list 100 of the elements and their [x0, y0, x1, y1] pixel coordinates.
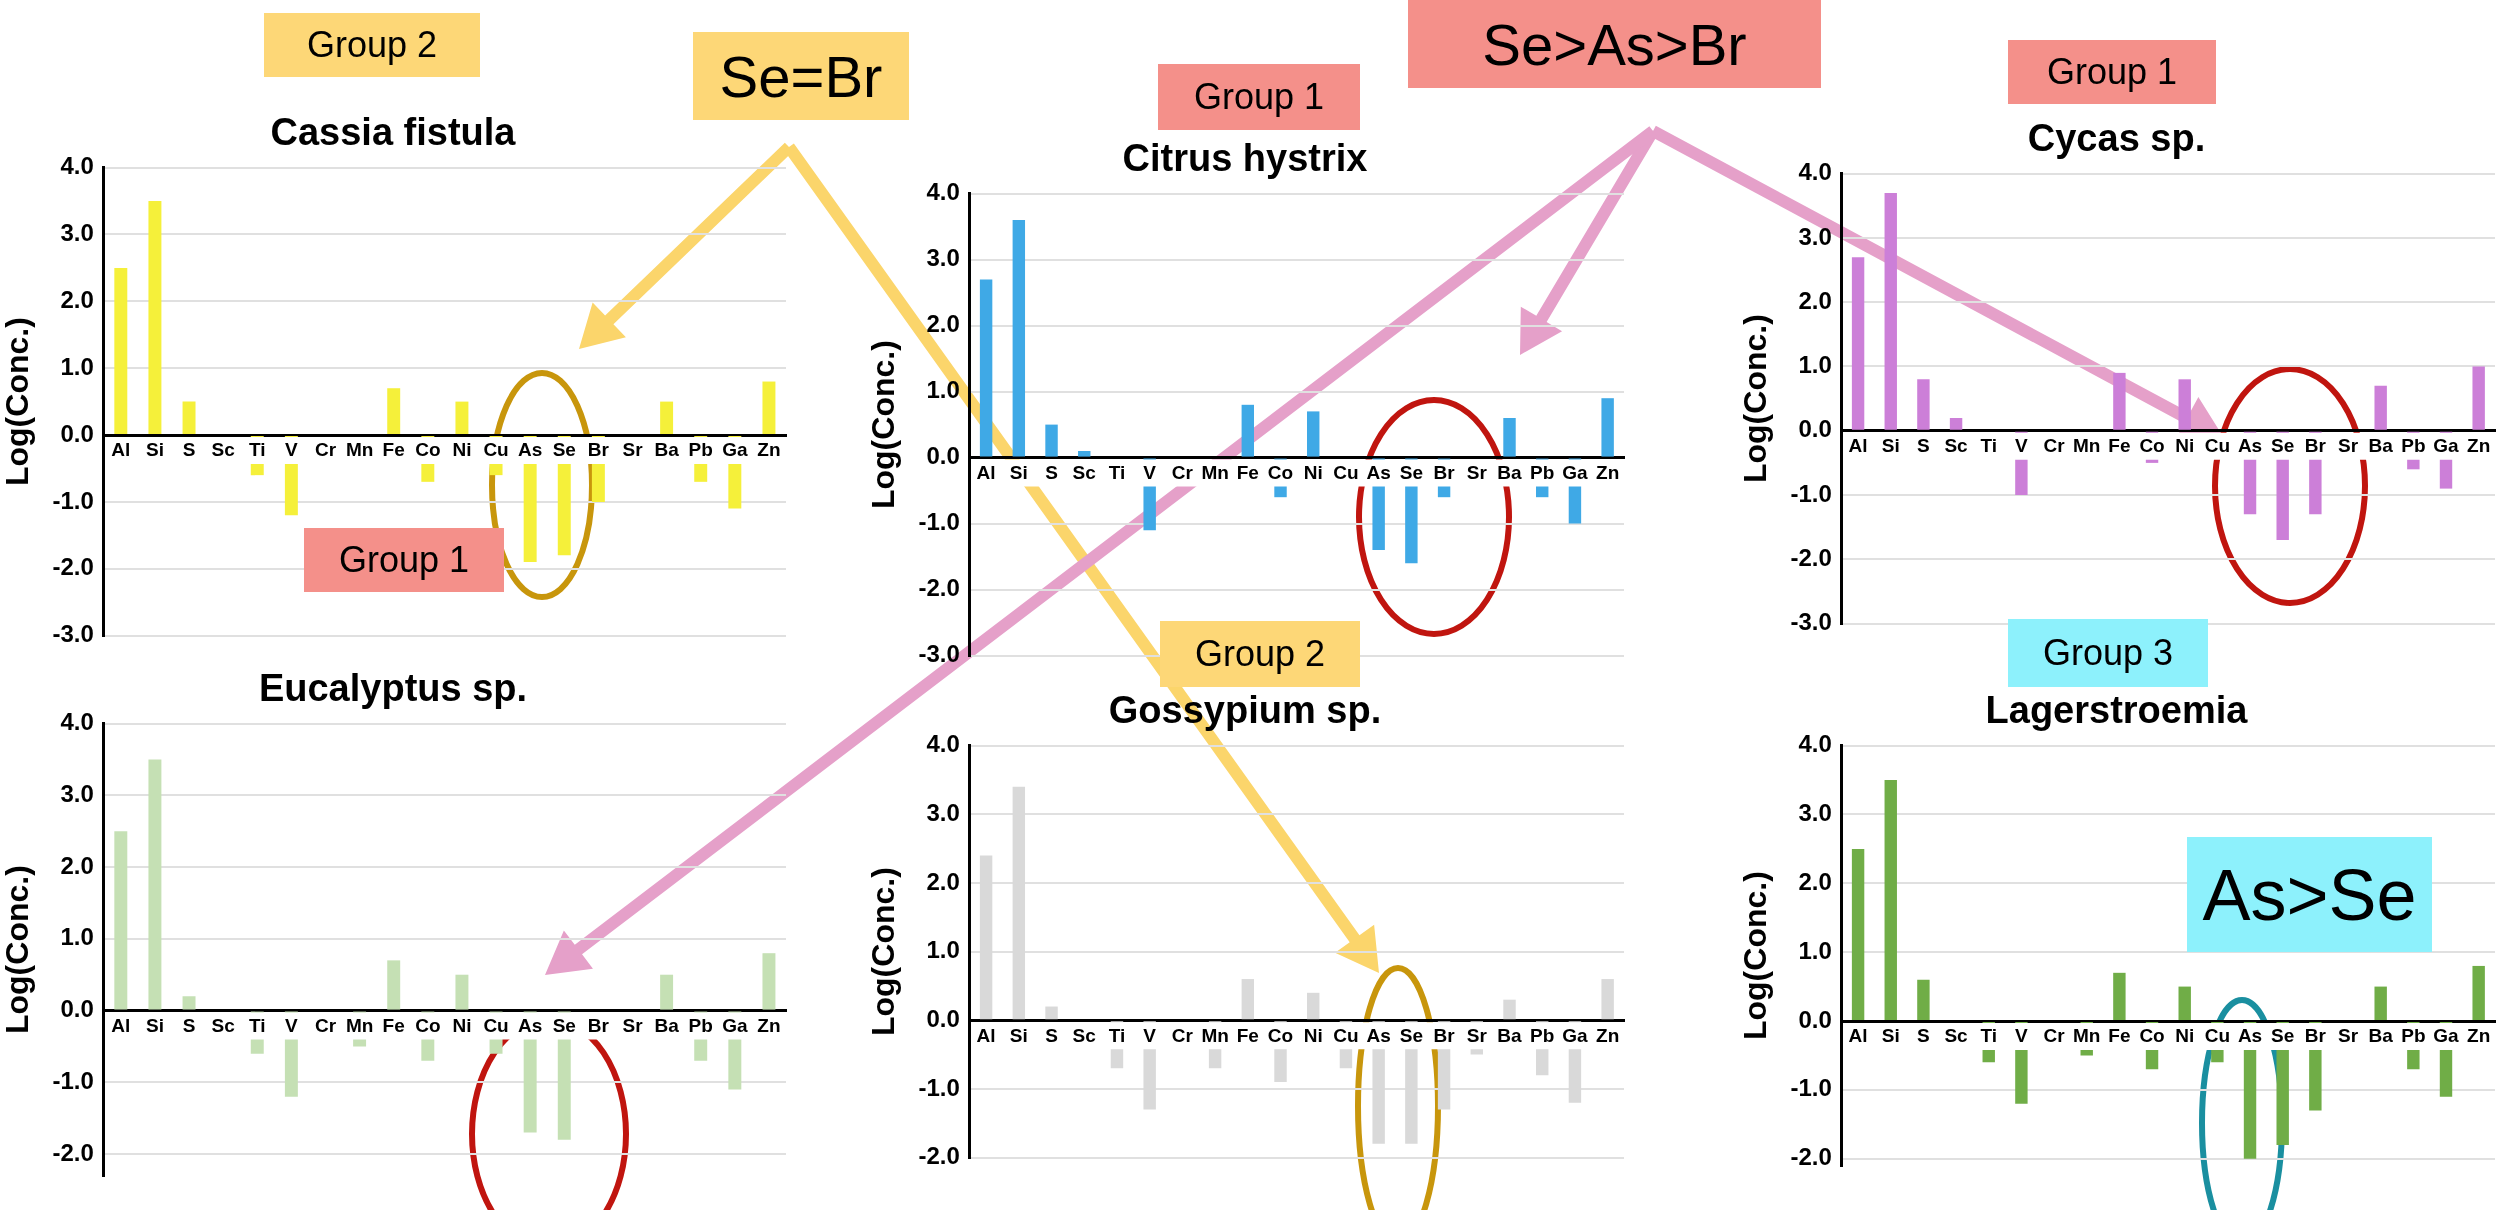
- bar: [455, 974, 469, 1010]
- bar: [1851, 848, 1865, 1021]
- y-axis-title: Log(Conc.): [0, 317, 36, 487]
- x-tick-label: Ba: [654, 1014, 680, 1036]
- x-tick-label: Se: [2271, 1025, 2295, 1047]
- bar: [2178, 379, 2191, 430]
- bar: [1917, 979, 1930, 1021]
- bar: [762, 953, 776, 1010]
- x-tick-label: Cr: [2043, 1025, 2066, 1047]
- y-tick-label: -1.0: [52, 1066, 94, 1094]
- y-tick-label: 4.0: [1798, 158, 1832, 186]
- x-tick-label: Ba: [654, 439, 680, 461]
- bar: [148, 201, 162, 435]
- bar: [114, 831, 128, 1010]
- bar: [979, 279, 993, 457]
- x-tick-label: Sr: [1466, 1024, 1488, 1046]
- y-tick-label: 0.0: [1798, 1005, 1832, 1033]
- y-tick-label: -3.0: [918, 640, 960, 668]
- x-tick-label: Sc: [1072, 1024, 1097, 1046]
- x-tick-label: Sr: [622, 1014, 644, 1036]
- chart-title: Cycas sp.: [2027, 117, 2206, 160]
- bar: [762, 381, 776, 435]
- y-tick-label: 4.0: [1798, 730, 1832, 758]
- y-tick-label: -1.0: [1790, 1074, 1832, 1102]
- x-tick-label: As: [518, 439, 543, 461]
- bar: [1503, 999, 1516, 1020]
- x-tick-label: Co: [1267, 1024, 1294, 1046]
- annotation: Group 2: [1160, 621, 1360, 687]
- text: Group 3: [2008, 619, 2208, 687]
- y-tick-label: -2.0: [918, 574, 960, 602]
- x-tick-label: Cu: [1333, 461, 1359, 483]
- y-tick-label: 4.0: [60, 152, 94, 180]
- x-tick-label: Ba: [2368, 1025, 2394, 1047]
- y-tick-label: -1.0: [918, 1073, 960, 1101]
- x-tick-label: Ga: [722, 1014, 748, 1036]
- bar: [455, 401, 469, 435]
- x-tick-label: Cu: [2204, 1025, 2231, 1047]
- bar: [1241, 979, 1255, 1020]
- bar: [2178, 986, 2191, 1021]
- x-tick-label: As: [518, 1014, 543, 1036]
- x-tick-label: Cr: [1171, 1024, 1194, 1046]
- x-tick-label: Ga: [2433, 1025, 2460, 1047]
- y-tick-label: 0.0: [926, 1004, 960, 1032]
- y-tick-label: 1.0: [60, 352, 94, 380]
- x-tick-label: Si: [145, 1014, 164, 1036]
- x-tick-label: Cu: [483, 439, 509, 461]
- x-tick-label: Ti: [1108, 1024, 1126, 1046]
- x-tick-label: Sc: [1944, 434, 1969, 456]
- x-tick-label: S: [1917, 434, 1930, 456]
- y-tick-label: 2.0: [1798, 867, 1832, 895]
- x-tick-label: V: [2015, 1025, 2029, 1047]
- chart-title: Lagerstroemia: [1985, 689, 2249, 732]
- bar: [2113, 372, 2126, 430]
- chart-title: Eucalyptus sp.: [258, 667, 528, 710]
- bar: [1601, 398, 1614, 457]
- annotation: As>Se: [2187, 837, 2432, 952]
- x-tick-label: Fe: [2108, 434, 2131, 456]
- x-tick-label: V: [2015, 434, 2029, 456]
- bar: [660, 974, 674, 1010]
- x-tick-label: V: [285, 1014, 299, 1036]
- x-tick-label: Pb: [688, 439, 713, 461]
- x-tick-label: Br: [2304, 1025, 2327, 1047]
- y-tick-label: 4.0: [926, 730, 960, 758]
- x-tick-label: Ba: [1497, 461, 1523, 483]
- bar: [2472, 965, 2485, 1021]
- y-tick-label: -3.0: [1790, 608, 1832, 636]
- bar: [1045, 1006, 1058, 1020]
- x-tick-label: V: [1143, 1024, 1157, 1046]
- x-tick-label: Al: [111, 439, 131, 461]
- x-tick-label: Ti: [1980, 1025, 1998, 1047]
- y-tick-label: 4.0: [60, 708, 94, 736]
- y-tick-label: 1.0: [926, 376, 960, 404]
- x-tick-label: Zn: [2467, 434, 2491, 456]
- bar: [1917, 379, 1930, 430]
- bar: [660, 401, 674, 435]
- x-tick-label: S: [182, 1014, 196, 1036]
- x-tick-label: Si: [1881, 434, 1900, 456]
- bar: [182, 996, 196, 1010]
- x-tick-label: Al: [1848, 434, 1868, 456]
- x-tick-label: Pb: [1530, 461, 1555, 483]
- x-tick-label: Zn: [1596, 461, 1620, 483]
- x-tick-label: Ni: [452, 439, 472, 461]
- x-tick-label: Fe: [382, 1014, 405, 1036]
- x-tick-label: S: [1045, 1024, 1058, 1046]
- x-tick-label: Fe: [1236, 1024, 1259, 1046]
- x-tick-label: S: [1917, 1025, 1930, 1047]
- y-tick-label: 1.0: [60, 923, 94, 951]
- x-tick-label: Fe: [382, 439, 405, 461]
- y-tick-label: 3.0: [60, 779, 94, 807]
- x-tick-label: Ni: [2175, 1025, 2195, 1047]
- x-tick-label: Zn: [1596, 1024, 1620, 1046]
- y-tick-label: -1.0: [52, 486, 94, 514]
- x-tick-label: Mn: [345, 439, 374, 461]
- x-tick-label: Cr: [1171, 461, 1194, 483]
- bar: [148, 759, 162, 1010]
- x-tick-label: Al: [976, 1024, 996, 1046]
- x-tick-label: V: [1143, 461, 1157, 483]
- x-tick-label: Se: [2271, 434, 2295, 456]
- x-tick-label: Sr: [2337, 1025, 2359, 1047]
- chart-title: Cassia fistula: [270, 111, 517, 154]
